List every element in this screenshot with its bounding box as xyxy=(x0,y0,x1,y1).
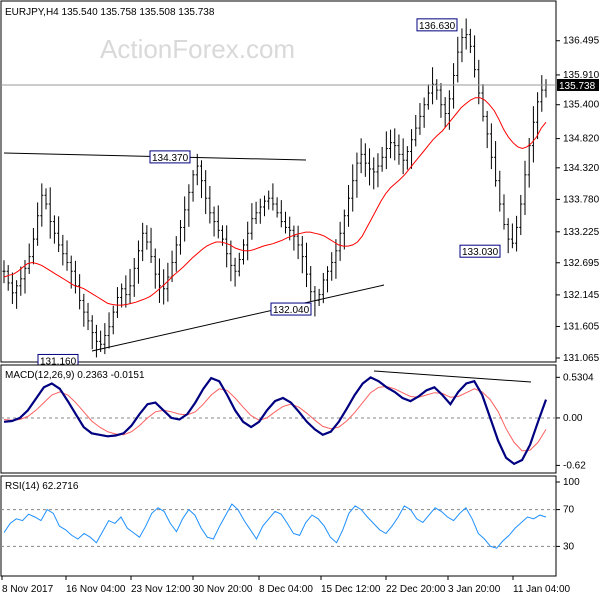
chart-title: EURJPY,H4 135.540 135.758 135.508 135.73… xyxy=(5,7,215,18)
svg-text:134.370: 134.370 xyxy=(152,153,189,164)
svg-text:131.160: 131.160 xyxy=(40,356,77,367)
macd-panel-frame xyxy=(0,364,557,474)
price-axis: 136.495 135.910 135.400 134.820 134.320 133.7… xyxy=(556,36,600,364)
price-tick-label: 134.320 xyxy=(563,163,600,174)
macd-title: MACD(12,26,9) 0.2363 -0.0151 xyxy=(5,370,145,381)
rsi-tick-label: 70 xyxy=(563,505,575,516)
price-panel-frame xyxy=(0,0,557,363)
rsi-panel-frame xyxy=(0,475,557,577)
rsi-title: RSI(14) 62.2716 xyxy=(5,481,79,492)
time-tick-label: 30 Nov 20:00 xyxy=(193,584,253,595)
price-tick-label: 133.225 xyxy=(563,227,600,238)
time-tick-label: 22 Dec 20:00 xyxy=(386,584,446,595)
macd-divergence-trendline xyxy=(373,370,532,383)
candles xyxy=(2,18,548,358)
price-tick-label: 136.495 xyxy=(563,36,600,47)
macd-line xyxy=(3,376,548,466)
moving-average-line xyxy=(3,97,547,306)
time-tick-label: 8 Dec 04:00 xyxy=(259,584,313,595)
price-panel: EURJPY,H4 135.540 135.758 135.508 135.73… xyxy=(0,0,600,367)
macd-tick-label: 0.00 xyxy=(563,413,583,424)
rsi-line xyxy=(3,503,547,549)
time-tick-label: 15 Dec 12:00 xyxy=(321,584,381,595)
price-annotations: 136.630 134.370 133.030 132.040 131.160 xyxy=(37,18,501,367)
annotation-134.370: 134.370 xyxy=(149,150,191,164)
time-tick-label: 3 Jan 20:00 xyxy=(448,584,501,595)
macd-panel: MACD(12,26,9) 0.2363 -0.0151 0.5304 0.00 -… xyxy=(0,364,594,474)
time-tick-label: 11 Jan 04:00 xyxy=(513,584,571,595)
price-tick-label: 131.605 xyxy=(563,321,600,332)
annotation-132.040: 132.040 xyxy=(270,302,312,316)
svg-text:132.040: 132.040 xyxy=(273,305,310,316)
price-tick-label: 133.780 xyxy=(563,194,600,205)
watermark: ActionForex.com xyxy=(100,34,295,64)
time-tick-label: 16 Nov 04:00 xyxy=(66,584,126,595)
current-price-label: 135.738 xyxy=(559,81,596,92)
macd-axis: 0.5304 0.00 -0.62 xyxy=(556,372,594,471)
price-tick-label: 132.695 xyxy=(563,258,600,269)
svg-text:133.030: 133.030 xyxy=(462,247,499,258)
price-tick-label: 131.065 xyxy=(563,353,600,364)
rsi-tick-label: 100 xyxy=(563,477,580,488)
rsi-panel: RSI(14) 62.2716 100 70 30 xyxy=(0,475,580,577)
price-tick-label: 132.145 xyxy=(563,290,600,301)
support-trendline xyxy=(91,284,385,352)
svg-text:136.630: 136.630 xyxy=(419,21,456,32)
rsi-tick-label: 30 xyxy=(563,541,575,552)
time-axis: 8 Nov 2017 16 Nov 04:00 23 Nov 12:00 30 Nov… xyxy=(1,576,571,595)
rsi-axis: 100 70 30 xyxy=(556,477,580,552)
time-tick-label: 8 Nov 2017 xyxy=(2,584,54,595)
annotation-133.030: 133.030 xyxy=(459,244,501,258)
annotation-136.630: 136.630 xyxy=(416,18,458,32)
current-price-tag: 135.738 xyxy=(557,78,599,92)
time-tick-label: 23 Nov 12:00 xyxy=(131,584,191,595)
price-tick-label: 135.400 xyxy=(563,100,600,111)
macd-tick-label: 0.5304 xyxy=(563,372,594,383)
price-tick-label: 135.910 xyxy=(563,70,600,81)
macd-tick-label: -0.62 xyxy=(563,460,586,471)
price-tick-label: 134.820 xyxy=(563,134,600,145)
